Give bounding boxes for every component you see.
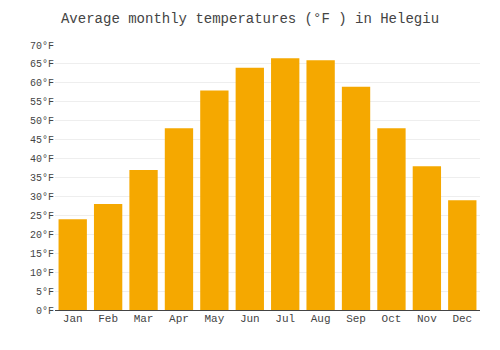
svg-text:45°F: 45°F [30, 135, 54, 146]
svg-text:40°F: 40°F [30, 154, 54, 165]
svg-text:Nov: Nov [417, 313, 437, 325]
svg-text:15°F: 15°F [30, 249, 54, 260]
svg-text:Aug: Aug [311, 313, 331, 325]
svg-text:Dec: Dec [452, 313, 472, 325]
svg-text:0°F: 0°F [36, 306, 54, 317]
svg-text:Sep: Sep [346, 313, 366, 325]
svg-text:Jun: Jun [240, 313, 260, 325]
svg-text:Jul: Jul [275, 313, 295, 325]
svg-text:May: May [204, 313, 224, 325]
svg-text:5°F: 5°F [36, 287, 54, 298]
svg-text:Apr: Apr [169, 313, 189, 325]
svg-text:20°F: 20°F [30, 230, 54, 241]
svg-text:25°F: 25°F [30, 211, 54, 222]
svg-text:55°F: 55°F [30, 97, 54, 108]
svg-text:Average monthly temperatures (: Average monthly temperatures (°F ) in He… [61, 11, 439, 27]
svg-text:Feb: Feb [98, 313, 118, 325]
svg-text:30°F: 30°F [30, 192, 54, 203]
svg-text:60°F: 60°F [30, 78, 54, 89]
svg-text:35°F: 35°F [30, 173, 54, 184]
svg-text:65°F: 65°F [30, 59, 54, 70]
svg-text:70°F: 70°F [30, 41, 54, 52]
svg-text:Mar: Mar [134, 313, 154, 325]
svg-text:50°F: 50°F [30, 116, 54, 127]
svg-text:10°F: 10°F [30, 268, 54, 279]
svg-text:Oct: Oct [382, 313, 402, 325]
svg-text:Jan: Jan [63, 313, 83, 325]
